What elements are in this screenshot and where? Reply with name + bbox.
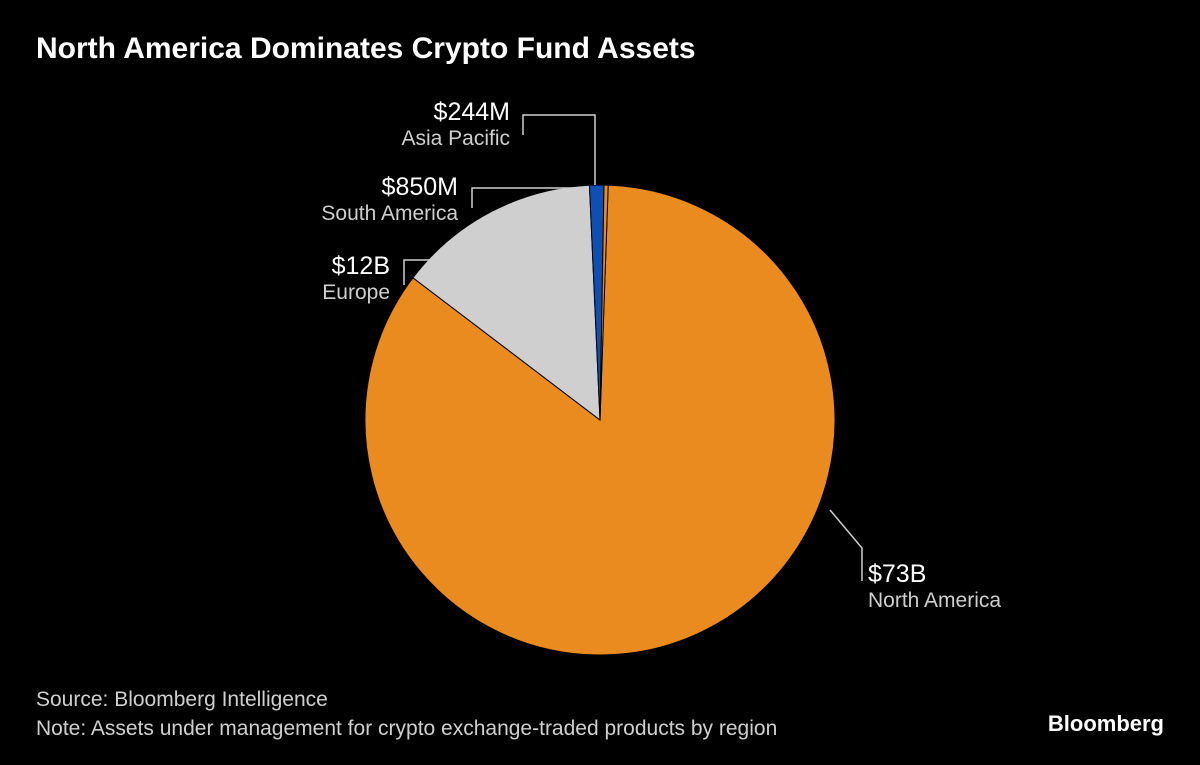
slice-label: $12BEurope: [322, 252, 390, 305]
chart-container: North America Dominates Crypto Fund Asse…: [0, 0, 1200, 765]
brand-text: Bloomberg: [1048, 711, 1164, 736]
title-text: North America Dominates Crypto Fund Asse…: [36, 32, 696, 65]
pie-slices: [365, 185, 835, 655]
slice-label: $244MAsia Pacific: [401, 98, 510, 151]
footer-source: Source: Bloomberg Intelligence: [36, 686, 777, 714]
slice-name: South America: [321, 202, 458, 225]
leader-line: [523, 115, 595, 185]
slice-value: $244M: [401, 98, 510, 127]
slice-value: $850M: [321, 173, 458, 202]
brand-logo: Bloomberg: [1048, 711, 1164, 737]
chart-footer: Source: Bloomberg Intelligence Note: Ass…: [36, 686, 777, 743]
slice-name: North America: [868, 589, 1001, 612]
slice-label: $73BNorth America: [868, 560, 1001, 613]
footer-note: Note: Assets under management for crypto…: [36, 715, 777, 743]
slice-name: Asia Pacific: [401, 127, 510, 150]
slice-value: $73B: [868, 560, 1001, 589]
slice-value: $12B: [322, 252, 390, 281]
leader-line: [830, 510, 862, 581]
pie-chart: [0, 110, 1200, 670]
slice-name: Europe: [322, 281, 390, 304]
slice-label: $850MSouth America: [321, 173, 458, 226]
chart-title: North America Dominates Crypto Fund Asse…: [36, 32, 696, 66]
